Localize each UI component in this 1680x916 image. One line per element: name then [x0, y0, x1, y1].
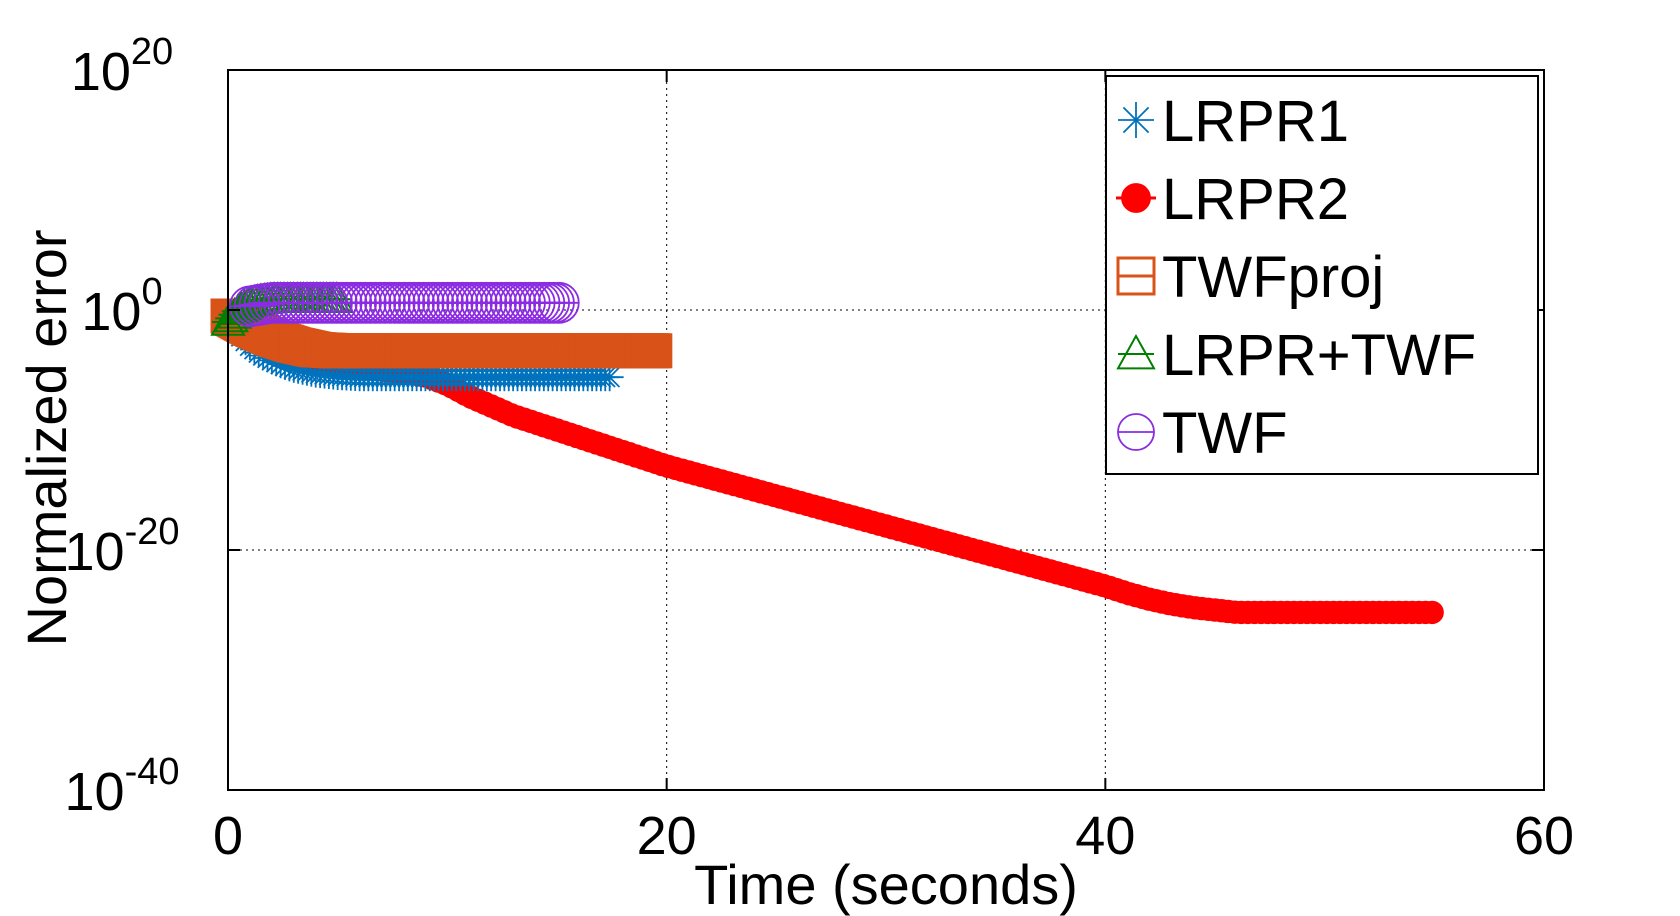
- legend-marker: [1118, 102, 1154, 138]
- axis-ticks: 0 20 40 60 10-40 10-20 100 1020: [65, 31, 1575, 866]
- series-twf: [229, 281, 580, 328]
- x-tick-label: 60: [1514, 806, 1574, 866]
- legend: LRPR1 LRPR2 TWFproj LRPR+TWF TWF: [1105, 75, 1539, 475]
- legend-marker: [1116, 256, 1156, 296]
- legend-marker: [1121, 183, 1151, 213]
- legend-label: LRPR2: [1162, 167, 1349, 232]
- plot-series: [210, 281, 1444, 625]
- legend-item: LRPR1: [1118, 89, 1349, 154]
- marker-stroke: [1116, 333, 1156, 370]
- legend-item: LRPR+TWF: [1116, 323, 1476, 388]
- series-twfproj: [210, 298, 673, 369]
- data-point: [595, 363, 624, 392]
- marker-stroke: [1122, 106, 1150, 134]
- y-tick-label: 1020: [71, 31, 173, 102]
- data-point: [637, 333, 673, 369]
- y-tick-label: 10-20: [65, 511, 180, 582]
- legend-item: TWFproj: [1116, 245, 1384, 310]
- y-axis-title: Normalized error: [15, 230, 78, 647]
- marker-stroke: [599, 366, 621, 388]
- legend-label: LRPR1: [1162, 89, 1349, 154]
- x-tick-label: 0: [213, 806, 243, 866]
- y-tick-label: 100: [81, 271, 162, 342]
- legend-box: [1105, 75, 1539, 475]
- legend-item: LRPR2: [1116, 167, 1349, 232]
- legend-label: LRPR+TWF: [1162, 323, 1476, 388]
- legend-label: TWFproj: [1162, 245, 1384, 310]
- legend-label: TWF: [1162, 401, 1288, 466]
- legend-item: TWF: [1117, 401, 1288, 466]
- legend-marker: [1117, 413, 1155, 451]
- x-tick-label: 20: [637, 806, 697, 866]
- x-axis-title: Time (seconds): [694, 853, 1078, 916]
- x-tick-label: 40: [1075, 806, 1135, 866]
- plot-frame: [227, 69, 1545, 791]
- data-point: [537, 281, 580, 324]
- y-tick-label: 10-40: [65, 751, 180, 822]
- legend-marker: [1116, 333, 1156, 370]
- data-point: [1420, 600, 1444, 625]
- marker-stroke: [318, 281, 355, 313]
